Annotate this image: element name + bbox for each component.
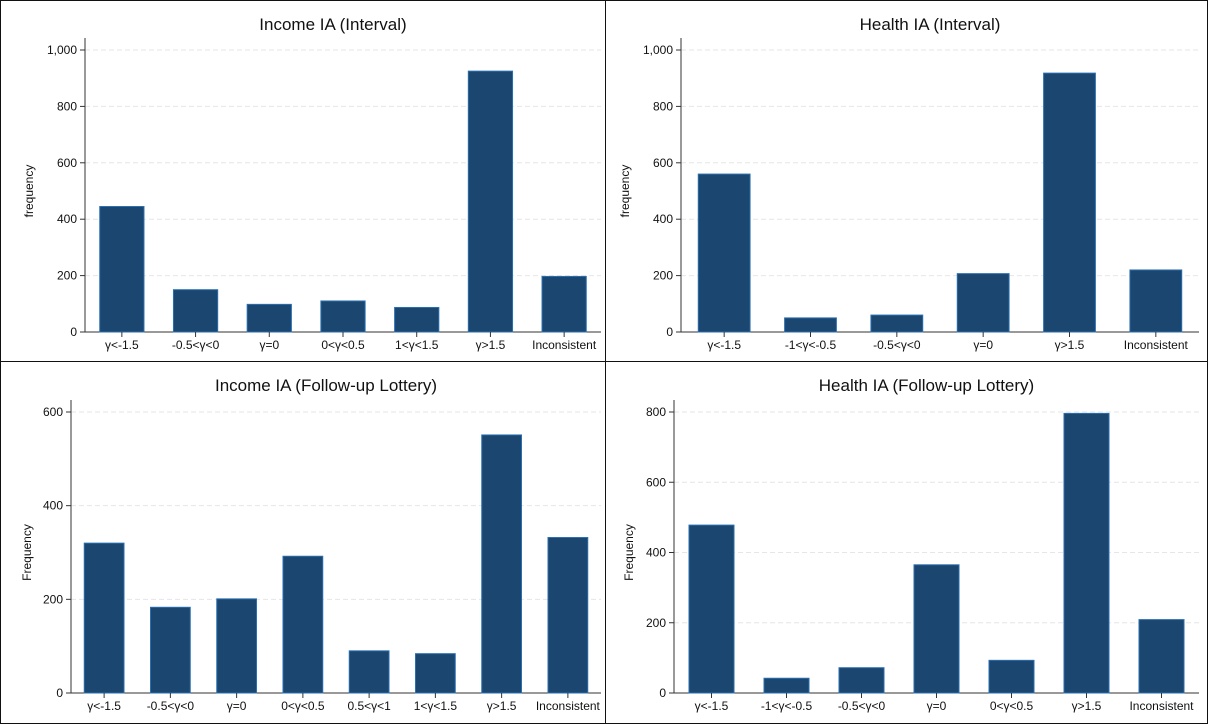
y-tick-label: 1,000 [643, 43, 673, 57]
chart-title: Health IA (Follow-up Lottery) [819, 376, 1034, 395]
chart-svg: Income IA (Interval) frequency 0 200 400 600 8… [22, 15, 601, 352]
bar [547, 537, 589, 694]
y-tick-label: 600 [646, 475, 666, 489]
y-tick-label: 800 [57, 99, 77, 113]
x-tick-label: -0.5<γ<0 [873, 338, 921, 352]
chart-title: Health IA (Interval) [860, 15, 1001, 34]
x-tick-label: γ<-1.5 [87, 699, 121, 713]
x-tick-label: -0.5<γ<0 [147, 699, 195, 713]
y-tick-label: 800 [653, 99, 673, 113]
bar [282, 555, 324, 694]
y-tick-label: 600 [43, 405, 63, 419]
y-tick-label: 400 [646, 546, 666, 560]
bar [763, 677, 810, 694]
x-tick-label: Inconsistent [1124, 338, 1189, 352]
x-tick-label: γ>1.5 [1055, 338, 1085, 352]
bar [83, 542, 125, 694]
y-tick-label: 600 [57, 156, 77, 170]
x-tick-label: Inconsistent [536, 699, 601, 713]
chart-svg: Health IA (Interval) frequency 0 200 400 600 8… [618, 15, 1199, 352]
y-tick-label: 400 [43, 499, 63, 513]
bar [1129, 269, 1183, 333]
chart-title: Income IA (Follow-up Lottery) [215, 376, 437, 395]
bar [784, 317, 837, 333]
x-tick-label: Inconsistent [532, 338, 597, 352]
chart-panel-health-lottery: Health IA (Follow-up Lottery) Frequency 0 2… [605, 361, 1208, 724]
bar [320, 300, 366, 333]
x-tick-label: γ<-1.5 [707, 338, 741, 352]
x-tick-label: -0.5<γ<0 [172, 338, 220, 352]
x-tick-label: -1<γ<-0.5 [761, 699, 813, 713]
bar [99, 206, 145, 333]
y-tick-label: 200 [57, 269, 77, 283]
y-tick-label: 0 [70, 325, 77, 339]
chart-panel-income-interval: Income IA (Interval) frequency 0 200 400 600 8… [0, 0, 606, 362]
bar [394, 306, 440, 333]
bar [838, 667, 885, 694]
x-tick-label: -1<γ<-0.5 [785, 338, 837, 352]
bar [172, 289, 219, 333]
x-tick-label: 1<γ<1.5 [414, 699, 458, 713]
x-tick-label: 0<γ<0.5 [321, 338, 365, 352]
y-tick-label: 400 [57, 212, 77, 226]
x-tick-label: γ<-1.5 [105, 338, 139, 352]
x-tick-label: γ=0 [973, 338, 993, 352]
bar [1063, 412, 1110, 694]
x-tick-label: 1<γ<1.5 [395, 338, 439, 352]
y-tick-label: 0 [666, 325, 673, 339]
x-tick-label: γ>1.5 [1072, 699, 1102, 713]
x-tick-label: γ>1.5 [487, 699, 517, 713]
bar [467, 70, 514, 333]
y-tick-label: 1,000 [47, 43, 77, 57]
chart-title: Income IA (Interval) [259, 15, 406, 34]
y-axis-label: Frequency [622, 524, 636, 581]
y-tick-label: 200 [646, 616, 666, 630]
bar [348, 650, 390, 694]
bar [988, 659, 1035, 694]
bar [246, 303, 292, 333]
bar [415, 653, 456, 694]
chart-panel-health-interval: Health IA (Interval) frequency 0 200 400 600 8… [605, 0, 1208, 362]
chart-svg: Income IA (Follow-up Lottery) Frequency 0 2… [20, 376, 601, 713]
bar [481, 434, 522, 694]
x-tick-label: 0<γ<0.5 [990, 699, 1034, 713]
x-tick-label: γ=0 [927, 699, 947, 713]
bar [541, 275, 587, 333]
bar [688, 524, 735, 694]
x-tick-label: γ=0 [259, 338, 279, 352]
x-tick-label: -0.5<γ<0 [838, 699, 886, 713]
y-axis-label: frequency [618, 165, 632, 218]
x-tick-label: 0.5<γ<1 [347, 699, 391, 713]
x-tick-label: γ<-1.5 [695, 699, 729, 713]
chart-panel-income-lottery: Income IA (Follow-up Lottery) Frequency 0 2… [0, 361, 606, 724]
x-tick-label: γ>1.5 [476, 338, 506, 352]
x-tick-label: Inconsistent [1129, 699, 1194, 713]
bar [697, 173, 751, 333]
y-axis-label: Frequency [20, 524, 34, 581]
bar [870, 314, 924, 333]
y-tick-label: 200 [43, 592, 63, 606]
y-tick-label: 800 [646, 405, 666, 419]
bar [956, 273, 1010, 333]
y-tick-label: 200 [653, 269, 673, 283]
bar [1043, 72, 1096, 333]
bar [150, 606, 191, 694]
x-tick-label: 0<γ<0.5 [281, 699, 325, 713]
chart-svg: Health IA (Follow-up Lottery) Frequency 0 2… [622, 376, 1199, 713]
y-axis-label: frequency [22, 165, 36, 218]
y-tick-label: 600 [653, 156, 673, 170]
bar [216, 598, 257, 694]
x-tick-label: γ=0 [227, 699, 247, 713]
y-tick-label: 0 [659, 686, 666, 700]
bar [1138, 619, 1185, 694]
bar [913, 564, 960, 694]
y-tick-label: 400 [653, 212, 673, 226]
y-tick-label: 0 [56, 686, 63, 700]
